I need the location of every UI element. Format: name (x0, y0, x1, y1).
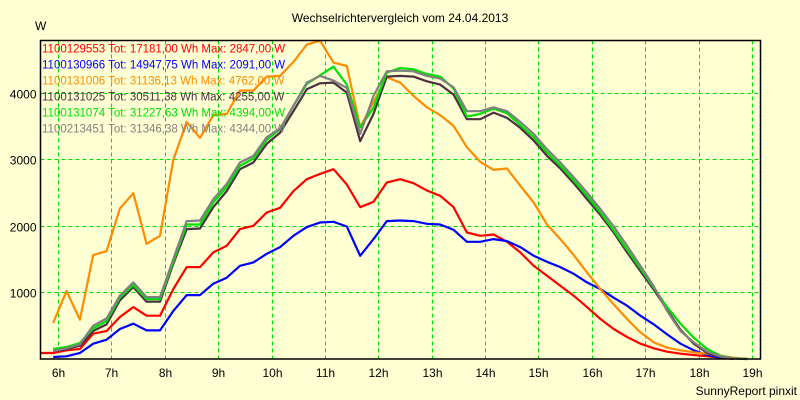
series-line-1100131006 (52, 39, 748, 361)
x-axis-ticks: 6h 7h 8h 9h 10h 11h 12h 13h 14h 15h 16h 17h 18h 19h (52, 366, 763, 380)
x-tick-label: 16h (582, 366, 602, 380)
y-tick-label: 3000 (10, 154, 37, 168)
x-tick-label: 9h (212, 366, 225, 380)
footer-credit: SunnyReport pinxit (696, 384, 798, 398)
legend-entry-1100213451: 1100213451 Tot: 31346,38 Wh Max: 4344,00… (42, 124, 285, 136)
y-axis-label: W (35, 19, 47, 33)
x-tick-label: 10h (262, 366, 282, 380)
legend-entry-1100131006: 1100131006 Tot: 31136,13 Wh Max: 4762,00… (42, 76, 284, 88)
series-line-1100213451 (52, 69, 748, 361)
x-tick-label: 17h (635, 366, 655, 380)
x-tick-label: 18h (689, 366, 709, 380)
y-tick-label: 4000 (10, 88, 37, 102)
grid (40, 40, 761, 359)
y-tick-label: 2000 (10, 221, 37, 235)
series-line-1100129553 (40, 168, 734, 361)
x-tick-label: 11h (316, 366, 335, 380)
series-lines (40, 39, 748, 361)
y-axis-ticks: 1000 2000 3000 4000 (10, 88, 37, 301)
legend-entry-1100129553: 1100129553 Tot: 17181,00 Wh Max: 2847,00… (42, 44, 285, 56)
legend-entry-1100131074: 1100131074 Tot: 31227,63 Wh Max: 4394,00… (42, 108, 285, 120)
legend: 1100129553 Tot: 17181,00 Wh Max: 2847,00… (42, 44, 285, 136)
legend-entry-1100131025: 1100131025 Tot: 30511,38 Wh Max: 4255,00… (42, 92, 284, 104)
x-tick-label: 7h (105, 366, 118, 380)
chart-title: Wechselrichtervergleich vom 24.04.2013 (292, 11, 509, 25)
x-tick-label: 19h (742, 366, 762, 380)
x-tick-label: 12h (368, 366, 388, 380)
x-tick-label: 15h (528, 366, 548, 380)
x-tick-label: 8h (159, 366, 172, 380)
x-tick-label: 14h (475, 366, 495, 380)
plot-frame (39, 39, 762, 360)
series-line-1100130966 (53, 219, 748, 361)
legend-entry-1100130966: 1100130966 Tot: 14947,75 Wh Max: 2091,00… (42, 60, 285, 72)
x-tick-label: 6h (52, 366, 65, 380)
x-tick-label: 13h (422, 366, 442, 380)
y-tick-label: 1000 (10, 287, 37, 301)
